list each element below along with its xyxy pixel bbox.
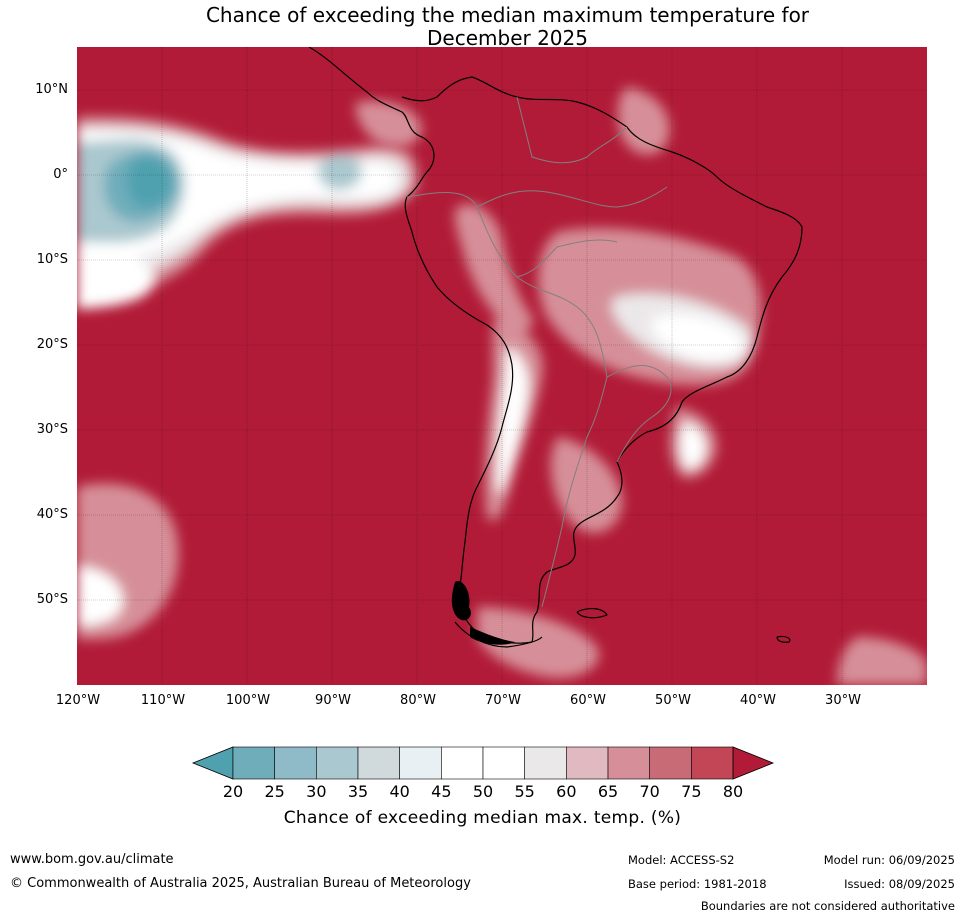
lat-label: 10°S <box>36 252 68 267</box>
colorbar-tick-label: 45 <box>431 782 452 801</box>
pacific-anomaly-region <box>77 116 418 309</box>
colorbar-swatch <box>357 746 400 780</box>
title-line-2: December 2025 <box>427 26 588 50</box>
colorbar-swatch <box>524 746 567 780</box>
colorbar-tick-label: 80 <box>722 782 744 801</box>
colorbar-swatch <box>399 746 442 780</box>
footer-disclaimer: Boundaries are not considered authoritat… <box>700 899 955 913</box>
colorbar-swatch <box>691 746 734 780</box>
lon-label: 50°W <box>655 693 691 708</box>
country-borders <box>406 96 672 608</box>
footer-issued: Issued: 08/09/2025 <box>844 877 955 891</box>
chart-title: Chance of exceeding the median maximum t… <box>0 4 965 50</box>
colorbar-arrow-high <box>732 746 775 780</box>
colorbar-tick-label: 55 <box>514 782 535 801</box>
colorbar-swatch <box>441 746 484 780</box>
graticule <box>77 47 927 685</box>
colorbar-tick-label: 25 <box>264 782 285 801</box>
colorbar-swatch <box>649 746 692 780</box>
lon-label: 80°W <box>400 693 436 708</box>
colorbar-tick-label: 70 <box>639 782 660 801</box>
colorbar-swatch <box>482 746 525 780</box>
lon-label: 60°W <box>570 693 606 708</box>
colorbar-tick-label: 20 <box>222 782 244 801</box>
colorbar-tick-label: 60 <box>556 782 577 801</box>
colorbar-swatch <box>274 746 317 780</box>
colorbar-tick-label: 30 <box>306 782 327 801</box>
colorbar-tick-label: 65 <box>597 782 619 801</box>
lon-label: 100°W <box>225 693 271 708</box>
lon-label: 40°W <box>740 693 776 708</box>
colorbar-arrow-low <box>191 746 234 780</box>
colorbar-tick-label: 35 <box>347 782 369 801</box>
colorbar-swatch <box>607 746 650 780</box>
lat-label: 20°S <box>36 337 68 352</box>
colorbar-tick-label: 50 <box>472 782 494 801</box>
footer-url: www.bom.gov.au/climate <box>10 852 174 867</box>
lat-label: 50°S <box>36 592 68 607</box>
brazil-anomaly-region <box>77 87 927 685</box>
lon-label: 90°W <box>315 693 351 708</box>
lat-label: 30°S <box>36 422 68 437</box>
coastline <box>308 47 803 648</box>
colorbar-label: Chance of exceeding median max. temp. (%… <box>283 808 682 828</box>
lon-label: 110°W <box>140 693 186 708</box>
footer-base-period: Base period: 1981-2018 <box>628 877 767 891</box>
lat-label: 0° <box>53 167 68 182</box>
lon-label: 120°W <box>55 693 101 708</box>
lon-label: 30°W <box>825 693 861 708</box>
lat-label: 10°N <box>35 82 68 97</box>
footer-model-run: Model run: 06/09/2025 <box>823 853 955 867</box>
patagonian-fjords <box>451 581 515 645</box>
footer-copyright: © Commonwealth of Australia 2025, Austra… <box>10 876 471 891</box>
footer-model: Model: ACCESS-S2 <box>628 853 735 867</box>
lon-label: 70°W <box>485 693 521 708</box>
colorbar-tick-label: 75 <box>681 782 702 801</box>
title-line-1: Chance of exceeding the median maximum t… <box>205 3 810 27</box>
colorbar-tick-label: 40 <box>389 782 410 801</box>
colorbar-swatch <box>316 746 359 780</box>
forecast-map <box>77 47 927 685</box>
lat-label: 40°S <box>36 507 68 522</box>
colorbar-swatch <box>566 746 609 780</box>
colorbar <box>190 745 775 785</box>
colorbar-swatch <box>232 746 275 780</box>
